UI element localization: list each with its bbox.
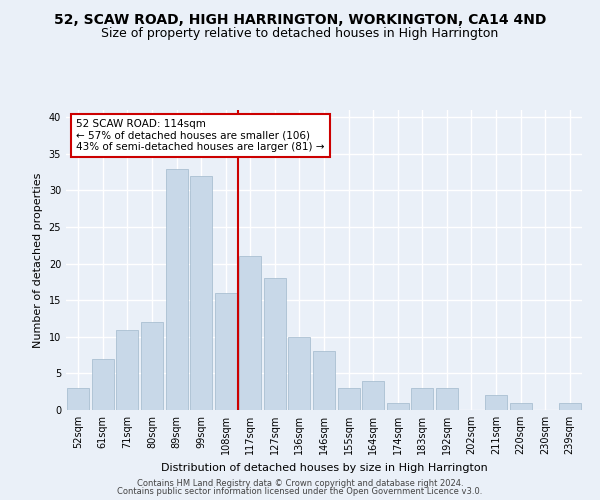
Text: Size of property relative to detached houses in High Harrington: Size of property relative to detached ho… bbox=[101, 28, 499, 40]
Text: Contains HM Land Registry data © Crown copyright and database right 2024.: Contains HM Land Registry data © Crown c… bbox=[137, 478, 463, 488]
Bar bbox=[92, 359, 114, 410]
Y-axis label: Number of detached properties: Number of detached properties bbox=[33, 172, 43, 348]
Text: Contains public sector information licensed under the Open Government Licence v3: Contains public sector information licen… bbox=[118, 487, 482, 496]
Bar bbox=[67, 388, 89, 410]
Bar bbox=[411, 388, 433, 410]
Bar bbox=[264, 278, 286, 410]
X-axis label: Distribution of detached houses by size in High Harrington: Distribution of detached houses by size … bbox=[161, 462, 487, 472]
Bar bbox=[338, 388, 359, 410]
Bar bbox=[386, 402, 409, 410]
Bar bbox=[436, 388, 458, 410]
Text: 52, SCAW ROAD, HIGH HARRINGTON, WORKINGTON, CA14 4ND: 52, SCAW ROAD, HIGH HARRINGTON, WORKINGT… bbox=[54, 12, 546, 26]
Bar bbox=[239, 256, 262, 410]
Bar bbox=[289, 337, 310, 410]
Bar bbox=[116, 330, 139, 410]
Text: 52 SCAW ROAD: 114sqm
← 57% of detached houses are smaller (106)
43% of semi-deta: 52 SCAW ROAD: 114sqm ← 57% of detached h… bbox=[76, 119, 325, 152]
Bar bbox=[141, 322, 163, 410]
Bar bbox=[313, 352, 335, 410]
Bar bbox=[485, 396, 507, 410]
Bar bbox=[190, 176, 212, 410]
Bar bbox=[215, 293, 237, 410]
Bar bbox=[362, 380, 384, 410]
Bar bbox=[509, 402, 532, 410]
Bar bbox=[559, 402, 581, 410]
Bar bbox=[166, 168, 188, 410]
